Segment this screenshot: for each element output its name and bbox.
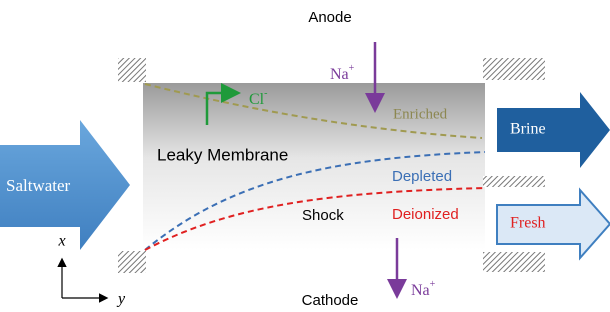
electrode-hatch: [483, 58, 545, 80]
ion-base: Na: [330, 66, 349, 83]
diagram: Anode Cathode Saltwater Brine Fresh Leak…: [0, 0, 610, 312]
anode-label: Anode: [308, 9, 351, 26]
ion-base: Cl: [249, 91, 265, 108]
ion-label: Na+: [330, 63, 355, 82]
electrode-hatch: [483, 252, 545, 272]
inlet-label: Saltwater: [6, 176, 71, 195]
ion-charge: +: [430, 279, 436, 290]
brine-label: Brine: [510, 121, 546, 138]
electrode-hatch: [483, 176, 545, 187]
cathode-label: Cathode: [302, 292, 359, 309]
fresh-label: Fresh: [510, 215, 546, 232]
shock-label: Shock: [302, 207, 344, 224]
axis-label: y: [116, 291, 126, 308]
ion-base: Na: [411, 282, 430, 299]
ion-label: Na+: [411, 279, 436, 298]
ion-charge: -: [264, 88, 267, 99]
electrode-hatch: [118, 58, 146, 82]
axis-label: x: [57, 233, 65, 250]
deionized-label: Deionized: [392, 206, 459, 223]
electrode-hatch: [118, 251, 146, 273]
enriched-label: Enriched: [393, 106, 448, 122]
depleted-label: Depleted: [392, 168, 452, 185]
ion-charge: +: [349, 63, 355, 74]
membrane-label: Leaky Membrane: [157, 145, 288, 164]
